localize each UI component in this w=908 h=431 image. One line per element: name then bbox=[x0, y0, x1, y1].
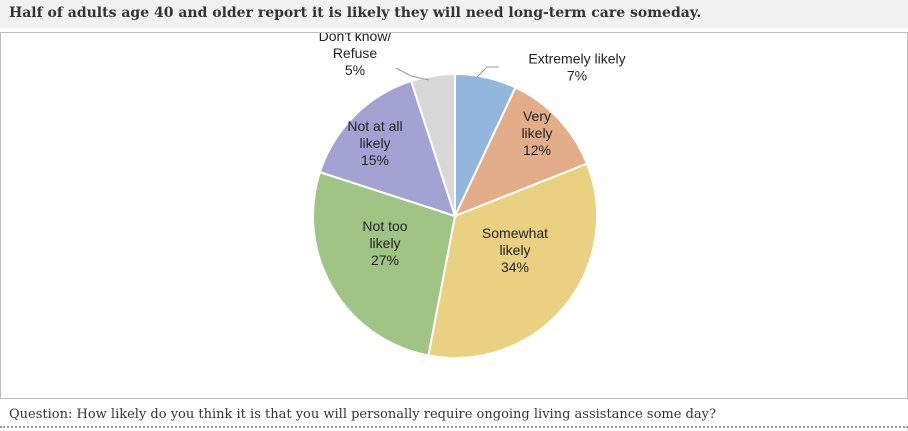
dotted-divider bbox=[0, 426, 908, 428]
slice-label-1: Extremely likely 7% bbox=[528, 51, 625, 84]
pie-slice-2 bbox=[453, 86, 589, 218]
slice-labels: Extremely likely 7% Very likely 12% Somewhat l… bbox=[319, 33, 626, 275]
slice-label-4: Not too likely 27% bbox=[362, 218, 407, 268]
slice-label-3: Somewhat likely 34% bbox=[482, 225, 548, 275]
title-bar: Half of adults age 40 and older report i… bbox=[0, 0, 908, 28]
slice-label-5: Not at all likely 15% bbox=[347, 118, 402, 168]
chart-frame: Extremely likely 7% Very likely 12% Somewhat l… bbox=[0, 32, 908, 399]
question-footnote: Question: How likely do you think it is … bbox=[9, 407, 716, 422]
pie-slice-3 bbox=[427, 162, 598, 359]
pie-slice-4 bbox=[312, 170, 457, 357]
pie-chart: Extremely likely 7% Very likely 12% Somewhat l… bbox=[312, 33, 626, 359]
pie-slice-6 bbox=[409, 72, 456, 217]
leader-line-6 bbox=[395, 67, 430, 81]
pie-slices bbox=[312, 72, 598, 359]
slice-label-6: Don't know/Refuse 5% bbox=[319, 33, 392, 78]
leader-lines bbox=[395, 66, 499, 81]
chart-title: Half of adults age 40 and older report i… bbox=[9, 5, 702, 21]
leader-line-1 bbox=[476, 66, 499, 78]
slice-label-2: Very likely 12% bbox=[521, 108, 552, 158]
